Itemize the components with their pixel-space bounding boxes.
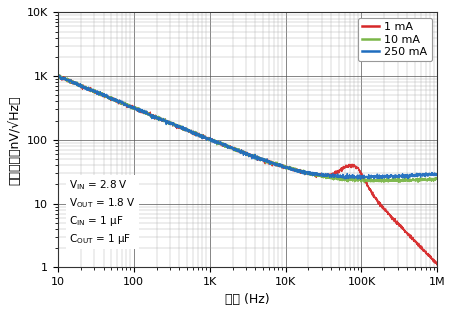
X-axis label: 频率 (Hz): 频率 (Hz) xyxy=(225,293,270,306)
Text: V$_\mathrm{IN}$ = 2.8 V
V$_\mathrm{OUT}$ = 1.8 V
C$_\mathrm{IN}$ = 1 μF
C$_\math: V$_\mathrm{IN}$ = 2.8 V V$_\mathrm{OUT}$… xyxy=(69,178,136,246)
Y-axis label: 输出噪声（nV/√Hz）: 输出噪声（nV/√Hz） xyxy=(8,95,21,185)
Legend: 1 mA, 10 mA, 250 mA: 1 mA, 10 mA, 250 mA xyxy=(358,18,432,61)
